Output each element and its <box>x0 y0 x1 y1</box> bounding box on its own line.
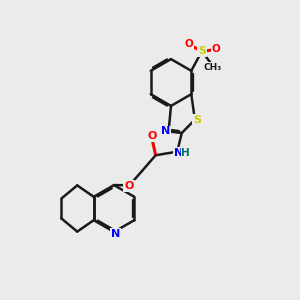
Text: N: N <box>174 148 183 158</box>
Text: S: S <box>198 46 206 56</box>
Text: O: O <box>147 131 157 141</box>
Text: O: O <box>184 39 193 49</box>
Text: N: N <box>111 229 120 239</box>
Text: S: S <box>193 115 201 125</box>
Text: N: N <box>161 126 170 136</box>
Text: H: H <box>181 148 190 158</box>
Text: CH₃: CH₃ <box>203 63 221 72</box>
Text: O: O <box>212 44 220 54</box>
Text: O: O <box>124 181 134 191</box>
